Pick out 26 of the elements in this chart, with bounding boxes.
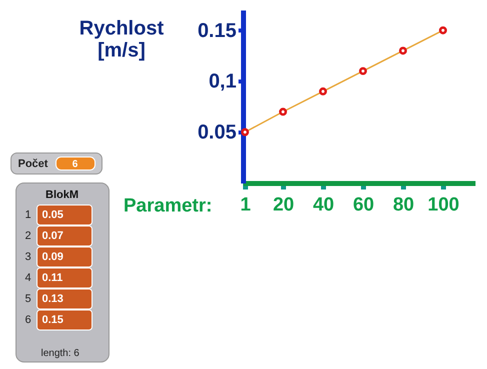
- x-tick-label: 80: [392, 194, 414, 216]
- text: 3: [24, 251, 32, 263]
- text: 0.11: [42, 272, 63, 284]
- text: Počet: [18, 158, 48, 170]
- y-tick-label: 0,1: [208, 70, 236, 93]
- text: 0.09: [42, 251, 64, 263]
- x-tick-label: 100: [428, 194, 460, 216]
- y-tick-label: 0.15: [198, 20, 236, 42]
- text: 0.15: [42, 314, 64, 326]
- text: 0.13: [42, 293, 64, 305]
- x-tick-label: 1: [240, 194, 252, 216]
- text: length: 6: [41, 348, 80, 359]
- text: 6: [24, 314, 32, 326]
- text: 0.07: [42, 230, 64, 242]
- text: 0.05: [42, 209, 64, 221]
- y-tick-label: 0.05: [198, 122, 236, 144]
- text: 6: [72, 159, 78, 170]
- text: 5: [24, 293, 32, 305]
- text: 4: [24, 272, 32, 284]
- x-axis-title: Parametr:: [124, 196, 212, 216]
- x-tick-label: 20: [272, 194, 294, 216]
- x-tick-label: 60: [352, 194, 374, 216]
- text: 2: [24, 230, 32, 242]
- x-tick-label: 40: [312, 194, 334, 216]
- y-axis-title: Rychlost [m/s]: [79, 18, 164, 62]
- text: BlokM: [46, 189, 78, 201]
